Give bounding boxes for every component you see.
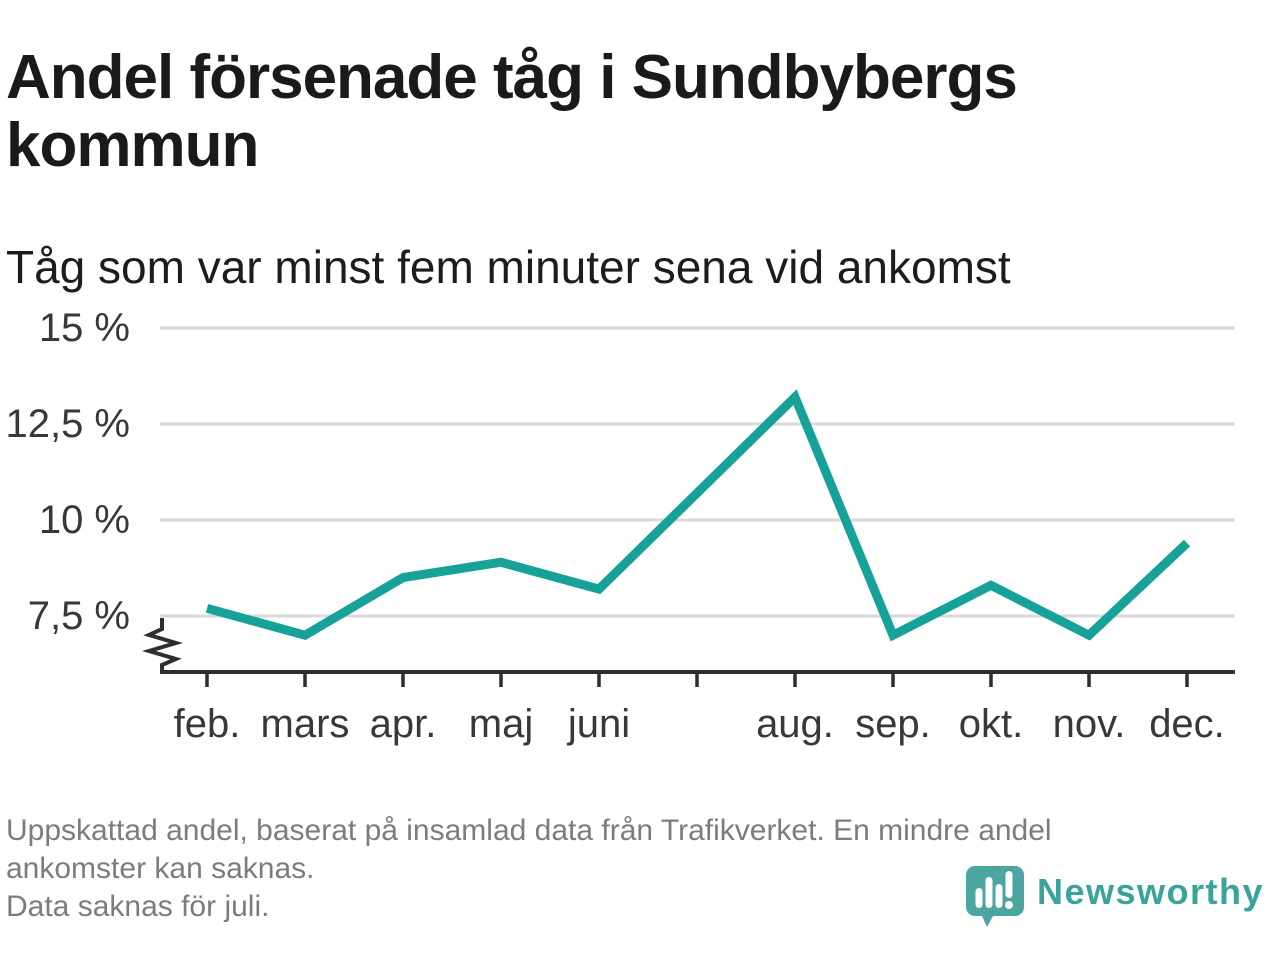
y-axis-label: 10 % xyxy=(38,498,130,542)
x-axis-label: juni xyxy=(567,702,631,746)
gridlines xyxy=(160,326,1235,618)
footnote-line: Data saknas för juli. xyxy=(6,890,270,923)
x-axis-label: apr. xyxy=(369,702,437,746)
x-axis-label: nov. xyxy=(1052,702,1126,746)
x-axis-label: aug. xyxy=(756,702,834,746)
x-axis-label: maj xyxy=(468,702,534,746)
page-title: Andel försenade tåg i Sundbybergs kommun xyxy=(6,43,1018,180)
x-axis-label: mars xyxy=(260,702,350,746)
chart-subtitle: Tåg som var minst fem minuter sena vid a… xyxy=(6,241,1011,293)
x-axis-ticks xyxy=(205,672,1189,687)
newsworthy-logo: Newsworthy xyxy=(963,863,1273,933)
x-axis-label: feb. xyxy=(173,702,241,746)
x-axis-label: okt. xyxy=(958,702,1024,746)
newsworthy-logo-icon xyxy=(966,866,1024,927)
newsworthy-logo-text: Newsworthy xyxy=(1037,871,1265,912)
y-axis-label: 15 % xyxy=(38,306,130,350)
data-line-series xyxy=(205,389,1191,642)
y-axis-label: 7,5 % xyxy=(27,594,130,638)
y-axis-label: 12,5 % xyxy=(5,402,130,446)
footnote: Uppskattad andel, baserat på insamlad da… xyxy=(6,812,1268,926)
x-axis-label: dec. xyxy=(1149,702,1225,746)
y-axis-break-icon xyxy=(141,618,184,672)
footnote-line: Uppskattad andel, baserat på insamlad da… xyxy=(6,814,1052,847)
footnote-line: ankomster kan saknas. xyxy=(6,852,315,885)
x-axis-label: sep. xyxy=(855,702,931,746)
